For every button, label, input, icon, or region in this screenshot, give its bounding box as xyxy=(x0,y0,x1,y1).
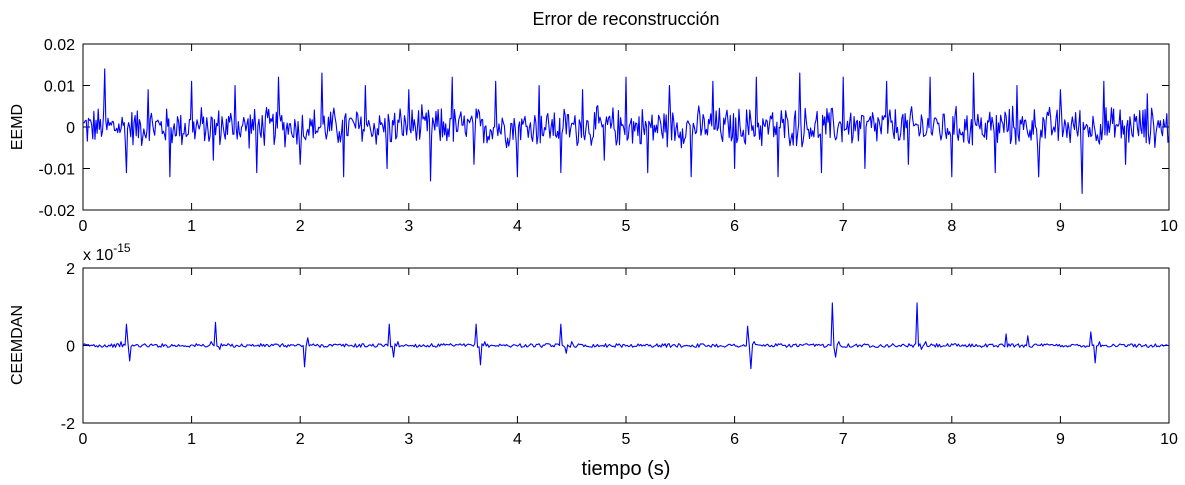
ticks-eemd: 0 1 2 3 4 5 6 7 8 9 10 -0.02 -0.01 0 0.01 0.02 xyxy=(39,37,1178,235)
x-tick-label: 8 xyxy=(947,218,956,235)
x-tick-label: 6 xyxy=(730,431,739,448)
x-tick-label: 2 xyxy=(296,431,305,448)
x-tick-label: 6 xyxy=(730,218,739,235)
x-tick-label: 5 xyxy=(622,431,631,448)
y-tick-label: -0.02 xyxy=(39,203,76,220)
exponent-power: -15 xyxy=(113,241,131,255)
series-line-eemd xyxy=(82,68,1170,194)
x-tick-label: 2 xyxy=(296,218,305,235)
ticks-ceemdan: 0 1 2 3 4 5 6 7 8 9 10-202 xyxy=(61,261,1178,448)
x-tick-label: 0 xyxy=(79,218,88,235)
xlabel: tiempo (s) xyxy=(582,458,671,480)
x-tick-label: 10 xyxy=(1160,431,1178,448)
ylabel-ceemdan: CEEMDAN xyxy=(9,305,26,385)
ylabel-eemd: EEMD xyxy=(9,104,26,150)
x-tick-label: 3 xyxy=(404,431,413,448)
x-tick-label: 4 xyxy=(513,218,522,235)
x-tick-label: 10 xyxy=(1160,218,1178,235)
y-tick-label: 2 xyxy=(66,261,75,278)
chart-panel-eemd: EEMD 0 1 2 3 4 5 6 7 8 9 10 -0.02 -0.01 0 0.01 0.02 xyxy=(9,37,1178,235)
x-tick-label: 7 xyxy=(839,218,848,235)
exponent-base: x 10 xyxy=(83,247,113,264)
y-tick-label: 0 xyxy=(66,120,75,137)
y-tick-label: -2 xyxy=(61,416,75,433)
x-tick-label: 8 xyxy=(947,431,956,448)
y-tick-label: 0.01 xyxy=(44,79,75,96)
x-tick-label: 7 xyxy=(839,431,848,448)
x-tick-label: 3 xyxy=(404,218,413,235)
x-tick-label: 1 xyxy=(187,431,196,448)
x-tick-label: 4 xyxy=(513,431,522,448)
x-tick-label: 0 xyxy=(79,431,88,448)
y-tick-label: 0 xyxy=(66,339,75,356)
x-tick-label: 9 xyxy=(1056,218,1065,235)
series-line-ceemdan xyxy=(82,302,1170,370)
chart-panel-ceemdan: CEEMDAN x 10-15 0 1 2 3 4 5 6 7 8 9 10-202 xyxy=(9,241,1178,448)
chart-title: Error de reconstrucción xyxy=(532,9,719,29)
exponent-label: x 10-15 xyxy=(83,241,131,264)
x-tick-label: 5 xyxy=(622,218,631,235)
y-tick-label: 0.02 xyxy=(44,37,75,54)
y-tick-label: -0.01 xyxy=(39,162,76,179)
x-tick-label: 1 xyxy=(187,218,196,235)
x-tick-label: 9 xyxy=(1056,431,1065,448)
